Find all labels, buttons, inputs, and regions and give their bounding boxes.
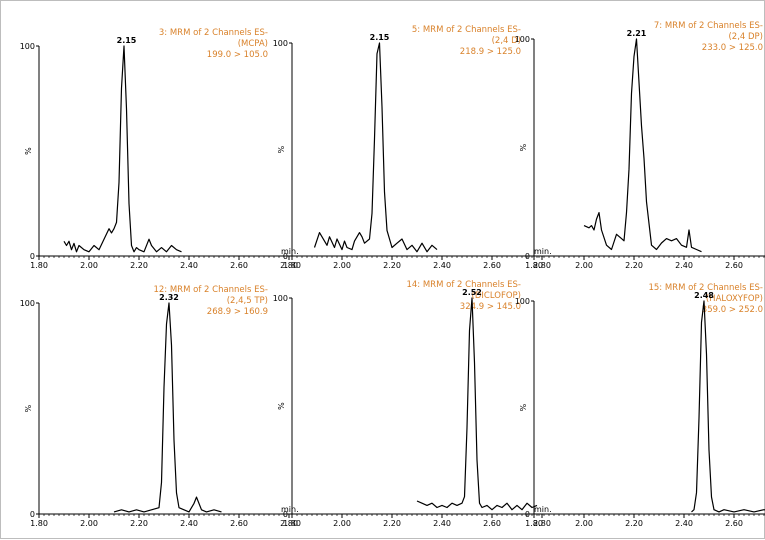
panel-2-x-tick-label: 1.80 [283, 261, 301, 270]
panel-1-x-tick-label: 2.40 [180, 261, 198, 270]
panel-2-title-line-3: 218.9 > 125.0 [460, 47, 521, 57]
panel-3-title-line-2: (2,4 DP) [728, 32, 763, 42]
panel-1-chromatogram-trace [64, 46, 182, 252]
panel-1-y-axis-percent-label: % [24, 147, 33, 155]
panel-6-y-axis-percent-label: % [519, 403, 528, 411]
panel-6-x-tick-label: 2.00 [575, 519, 593, 528]
panel-4-y-label-100: 100 [20, 299, 35, 308]
panel-6-peak-retention-label: 2.48 [694, 291, 714, 300]
panel-5-y-label-100: 100 [273, 294, 288, 303]
panel-2-y-axis-percent-label: % [277, 145, 286, 153]
panel-4-title-line-2: (2,4,5 TP) [227, 296, 268, 306]
panel-5-x-unit-label: min. [534, 505, 552, 514]
panel-1-x-tick-label: 2.00 [80, 261, 98, 270]
panel-4-x-tick-label: 1.80 [30, 519, 48, 528]
panel-4-x-tick-label: 2.40 [180, 519, 198, 528]
panel-4-y-axis-percent-label: % [24, 404, 33, 412]
panel-4-x-tick-label: 2.60 [230, 519, 248, 528]
panel-2-peak-retention-label: 2.15 [370, 33, 390, 42]
panel-3-x-tick-label: 2.00 [575, 261, 593, 270]
panel-2-title-line-1: 5: MRM of 2 Channels ES- [412, 25, 521, 35]
panel-6-x-tick-label: 2.60 [725, 519, 743, 528]
panel-6-x-tick-label: 2.20 [625, 519, 643, 528]
panel-1-title-line-1: 3: MRM of 2 Channels ES- [159, 28, 268, 38]
panel-3-x-tick-label: 2.20 [625, 261, 643, 270]
panel-3-x-tick-label: 1.80 [525, 261, 543, 270]
panel-6-title-line-3: 359.0 > 252.0 [702, 305, 763, 315]
panel-5-x-tick-label: 2.60 [483, 519, 501, 528]
panel-5-peak-retention-label: 2.52 [462, 288, 482, 297]
panel-5-y-axis-percent-label: % [277, 402, 286, 410]
panel-2-x-tick-label: 2.20 [383, 261, 401, 270]
panel-3-peak-retention-label: 2.21 [627, 29, 647, 38]
panel-6-x-tick-label: 2.40 [675, 519, 693, 528]
panel-6-y-label-100: 100 [515, 297, 530, 306]
panel-2-x-tick-label: 2.40 [433, 261, 451, 270]
panel-2-y-label-100: 100 [273, 39, 288, 48]
panel-1-x-tick-label: 1.80 [30, 261, 48, 270]
panel-2-x-tick-label: 2.60 [483, 261, 501, 270]
panel-3-title-line-1: 7: MRM of 2 Channels ES- [654, 21, 763, 31]
panel-3-y-label-100: 100 [515, 35, 530, 44]
panel-1-peak-retention-label: 2.15 [117, 36, 137, 45]
panel-4-title-line-3: 268.9 > 160.9 [207, 307, 268, 317]
panel-1-title-line-3: 199.0 > 105.0 [207, 50, 268, 60]
panel-5-x-tick-label: 2.00 [333, 519, 351, 528]
panel-2-x-unit-label: min. [534, 247, 552, 256]
panel-1-title-line-2: (MCPA) [238, 39, 268, 49]
panel-5-title-line-3: 324.9 > 145.0 [460, 302, 521, 312]
panel-3-chromatogram-trace [584, 39, 702, 252]
panel-3-x-tick-label: 2.40 [675, 261, 693, 270]
panel-4-x-tick-label: 2.20 [130, 519, 148, 528]
panel-6-chromatogram-trace [692, 301, 765, 512]
panel-5-x-tick-label: 1.80 [283, 519, 301, 528]
panel-5-x-tick-label: 2.40 [433, 519, 451, 528]
panel-3-x-tick-label: 2.60 [725, 261, 743, 270]
panel-1-y-label-0: 0 [30, 252, 35, 261]
panel-4-peak-retention-label: 2.32 [159, 293, 179, 302]
panel-1-x-tick-label: 2.20 [130, 261, 148, 270]
panel-5-y-label-0: 0 [283, 510, 288, 519]
panel-4-y-label-0: 0 [30, 510, 35, 519]
panel-2-chromatogram-trace [315, 43, 438, 252]
panel-6-x-tick-label: 1.80 [525, 519, 543, 528]
panel-6-y-label-0: 0 [525, 510, 530, 519]
panel-1-x-tick-label: 2.60 [230, 261, 248, 270]
panel-6-title-line-2: (HALOXYFOP) [706, 294, 763, 304]
panel-5-x-tick-label: 2.20 [383, 519, 401, 528]
panel-4-x-tick-label: 2.00 [80, 519, 98, 528]
panel-3-y-axis-percent-label: % [519, 143, 528, 151]
panel-2-x-tick-label: 2.00 [333, 261, 351, 270]
panel-2-y-label-0: 0 [283, 252, 288, 261]
panel-3-title-line-3: 233.0 > 125.0 [702, 43, 763, 53]
panel-4-chromatogram-trace [114, 303, 222, 512]
panel-3-y-label-0: 0 [525, 252, 530, 261]
panel-1-y-label-100: 100 [20, 42, 35, 51]
